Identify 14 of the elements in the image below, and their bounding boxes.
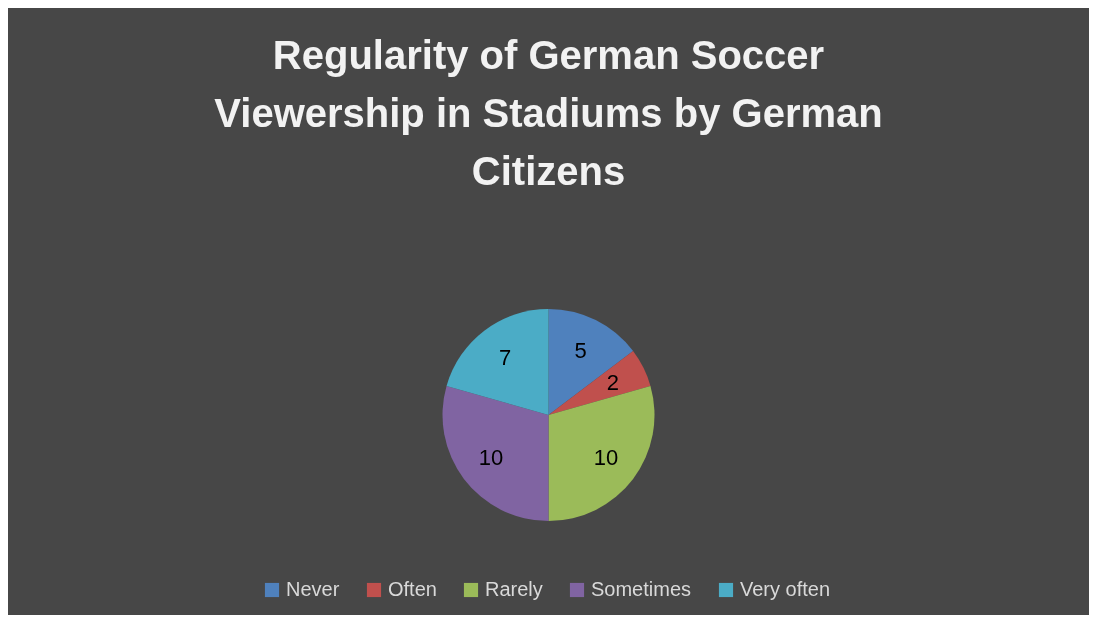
pie-slice <box>548 309 634 415</box>
legend-label: Sometimes <box>591 578 692 600</box>
data-label: 2 <box>606 369 620 395</box>
legend-label: Rarely <box>485 578 543 600</box>
data-label: 10 <box>593 445 619 471</box>
data-label: 10 <box>478 445 504 471</box>
pie-slice <box>442 385 549 521</box>
pie-slice <box>446 309 549 415</box>
chart-title: Regularity of German Soccer Viewership in Stadiums by German Citizens <box>214 33 883 193</box>
data-label: 7 <box>498 344 512 370</box>
data-label: 5 <box>574 337 587 363</box>
legend-label: Never <box>286 578 340 600</box>
legend-label: Very often <box>740 578 831 600</box>
legend-label: Often <box>388 578 437 600</box>
